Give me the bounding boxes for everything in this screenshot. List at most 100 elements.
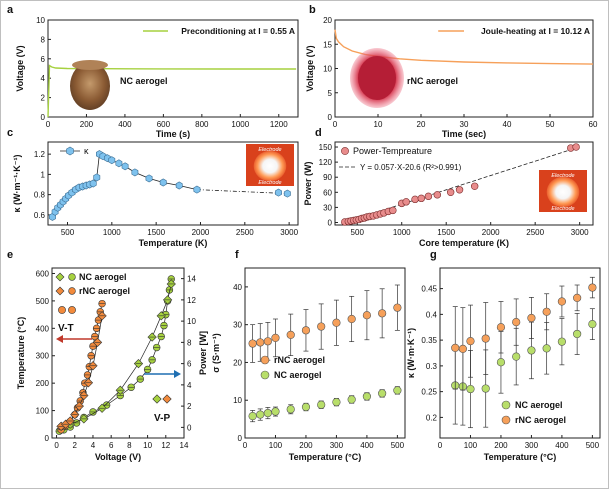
aerogel-photo-rnc xyxy=(358,56,396,100)
y-tick-label-f: 40 xyxy=(233,283,242,292)
data-point-f xyxy=(332,318,341,327)
data-point-f xyxy=(317,322,326,331)
y-tick-label-a: 10 xyxy=(36,16,45,25)
x-tick-label-f: 0 xyxy=(243,441,248,450)
legend-label-b: Joule-heating at I = 10.12 A xyxy=(481,26,590,36)
y-tick-label-e: 500 xyxy=(36,297,50,306)
data-point-f xyxy=(301,326,311,335)
panel-letter-d: d xyxy=(315,127,322,139)
x-tick-label-f: 400 xyxy=(360,441,374,450)
vp-marker-e xyxy=(162,394,172,404)
data-point-g xyxy=(557,297,567,306)
data-point-f xyxy=(347,314,356,324)
y-tick-label-a: 8 xyxy=(41,35,46,44)
x-tick-label-e: 14 xyxy=(180,441,189,450)
y-axis-label-c: κ (W·m⁻¹·K⁻¹) xyxy=(12,154,22,212)
panel-letter-e: e xyxy=(7,249,13,261)
y-axis-label-d: Power (W) xyxy=(303,161,313,205)
x-tick-label-b: 20 xyxy=(417,120,426,129)
data-point-d xyxy=(572,143,580,151)
data-point-c xyxy=(283,189,291,198)
legend-label-e: NC aerogel xyxy=(79,272,127,282)
legend-label-f: NC aerogel xyxy=(274,370,322,380)
data-point-c xyxy=(108,156,116,165)
y-tick-label-e: 0 xyxy=(45,434,50,443)
vp-arrowhead-e xyxy=(174,370,181,378)
data-point-f xyxy=(378,309,387,318)
y2-axis-label-e: Power [W] xyxy=(198,331,208,375)
legend-marker-f xyxy=(260,370,270,380)
x-tick-label-e: 6 xyxy=(109,441,114,450)
x-tick-label-c: 500 xyxy=(61,228,75,237)
panel-f: 0 100 200 300 400 500 0 10 20 30 40 Temperature (°C… xyxy=(211,267,406,462)
legend-swatch-d xyxy=(341,147,349,155)
data-point-g xyxy=(573,329,582,339)
y-tick-label-e: 400 xyxy=(36,324,50,333)
x-tick-label-d: 1500 xyxy=(437,228,455,237)
data-point-g xyxy=(496,358,506,367)
y-tick-label-c: 0.8 xyxy=(34,191,46,200)
y-tick-label-a: 6 xyxy=(41,55,46,64)
legend-label-g: rNC aerogel xyxy=(515,415,566,425)
vp-label-e: V-P xyxy=(154,413,170,424)
x-tick-label-c: 3000 xyxy=(280,228,298,237)
legend-marker-f xyxy=(260,355,270,365)
y-tick-label-e: 100 xyxy=(36,407,50,416)
y-tick-label-d: 150 xyxy=(319,143,333,152)
x-tick-label-e: 10 xyxy=(143,441,152,450)
legend-marker-e xyxy=(55,286,65,296)
x-tick-label-c: 1500 xyxy=(147,228,165,237)
x-tick-label-c: 1000 xyxy=(103,228,121,237)
data-point-g xyxy=(451,343,460,352)
glow-core-c xyxy=(253,150,287,182)
vt-arrowhead-e xyxy=(56,335,63,343)
data-point-f xyxy=(271,333,280,342)
y-tick-label-g: 0.35 xyxy=(421,336,437,345)
legend-label-f: rNC aerogel xyxy=(274,355,325,365)
inset-electrode-label-c: Electrode xyxy=(258,180,281,186)
inset-electrode-label-c: Electrode xyxy=(258,147,281,153)
y-tick-label-g: 0.25 xyxy=(421,388,437,397)
x-axis-label-g: Temperature (°C) xyxy=(484,452,556,462)
data-point-f xyxy=(317,400,326,409)
data-point-g xyxy=(466,384,475,394)
x-tick-label-a: 600 xyxy=(157,120,171,129)
data-point-g xyxy=(542,307,551,316)
panel-a: 0 200 400 600 800 1000 1200 0 2 4 6 8 10 Time (s) Volt… xyxy=(15,16,299,139)
panel-letter-c: c xyxy=(7,127,13,139)
y-tick-label-a: 0 xyxy=(41,113,46,122)
plot-frame-f xyxy=(244,267,406,439)
legend-marker-g xyxy=(501,400,511,410)
series-extrapolation-c xyxy=(196,189,288,194)
data-point-d xyxy=(411,195,419,204)
x-tick-label-b: 60 xyxy=(589,120,598,129)
data-point-g xyxy=(466,337,475,346)
data-point-g xyxy=(588,320,597,329)
data-point-f xyxy=(378,389,387,398)
y-tick-label-g: 0.45 xyxy=(421,285,437,294)
y-tick-label-d: 0 xyxy=(328,218,333,227)
data-point-d xyxy=(402,198,410,206)
annotation-a: NC aerogel xyxy=(120,76,168,86)
data-point-f xyxy=(256,410,265,419)
inset-electrode-label-d: Electrode xyxy=(551,206,574,212)
y-tick-label-b: 20 xyxy=(323,16,332,25)
legend-swatch-c xyxy=(66,146,74,156)
panel-g: 0 100 200 300 400 500 0.2 0.25 0.3 0.35 0.4 0.45 Tem… xyxy=(406,267,601,462)
data-point-f xyxy=(347,395,356,404)
x-tick-label-e: 12 xyxy=(161,441,170,450)
y2-tick-label-e: 6 xyxy=(187,360,192,369)
x-axis-label-f: Temperature (°C) xyxy=(289,452,361,462)
data-point-f xyxy=(301,402,311,412)
y2-tick-label-e: 2 xyxy=(187,402,192,411)
panel-letter-a: a xyxy=(7,4,14,16)
data-point-g xyxy=(542,344,551,353)
y-tick-label-d: 60 xyxy=(323,188,332,197)
x-tick-label-f: 300 xyxy=(330,441,344,450)
data-point-d xyxy=(455,186,464,194)
vt-label-e: V-T xyxy=(58,323,74,334)
glow-core-d xyxy=(546,176,580,208)
data-point-f xyxy=(332,398,341,407)
x-tick-label-d: 2500 xyxy=(526,228,544,237)
